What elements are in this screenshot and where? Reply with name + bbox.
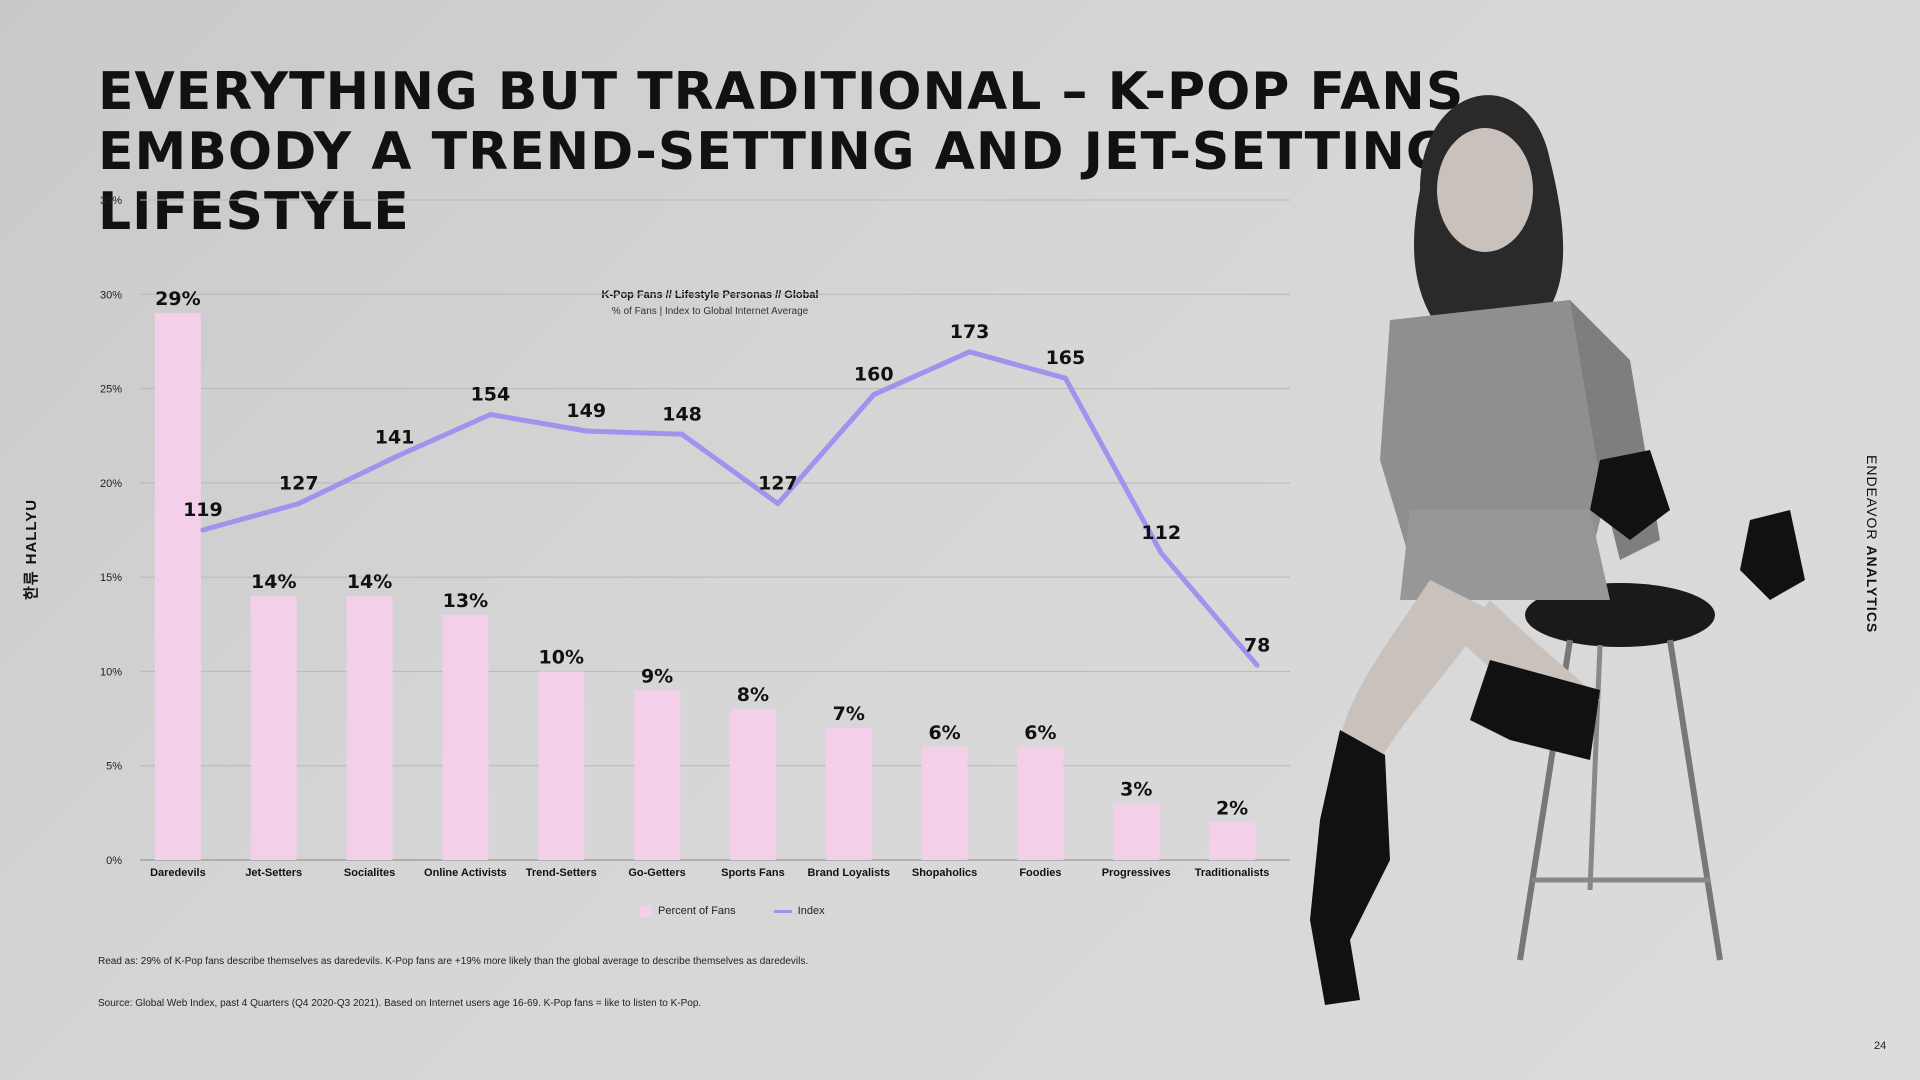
- index-point: [296, 501, 302, 507]
- y-left-tick-label: 20%: [100, 478, 122, 490]
- bar: [825, 728, 872, 860]
- bar: [1209, 822, 1256, 860]
- index-value-label: 78: [1244, 634, 1270, 656]
- chart-legend: Percent of Fans Index: [640, 905, 825, 917]
- x-tick-label: Go-Getters: [628, 867, 685, 879]
- bar-value-label: 6%: [928, 722, 960, 744]
- bar-value-label: 7%: [833, 703, 865, 725]
- index-value-label: 165: [1046, 347, 1086, 369]
- y-left-tick-label: 5%: [106, 761, 122, 773]
- y-left-tick-label: 25%: [100, 384, 122, 396]
- bar-value-label: 3%: [1120, 778, 1152, 800]
- combo-chart: 0%5%10%15%20%25%30%35%020406080100120140…: [100, 195, 1290, 879]
- y-left-tick-label: 10%: [100, 666, 122, 678]
- y-left-tick-label: 30%: [100, 289, 122, 301]
- legend-item-index: Index: [773, 905, 825, 917]
- index-point: [967, 349, 973, 355]
- bar: [154, 313, 201, 861]
- bar-value-label: 14%: [251, 571, 296, 593]
- index-point: [1158, 550, 1164, 556]
- x-tick-label: Progressives: [1102, 867, 1171, 879]
- index-value-label: 112: [1141, 522, 1181, 544]
- index-value-label: 160: [854, 364, 894, 386]
- page-number: 24: [1874, 1040, 1887, 1052]
- bar-value-label: 13%: [443, 590, 488, 612]
- index-value-label: 141: [375, 426, 415, 448]
- index-point: [871, 392, 877, 398]
- bar: [538, 671, 585, 860]
- y-left-tick-label: 35%: [100, 195, 122, 207]
- x-tick-label: Foodies: [1019, 867, 1061, 879]
- x-tick-label: Daredevils: [150, 867, 206, 879]
- index-point: [487, 412, 493, 417]
- x-tick-label: Traditionalists: [1195, 867, 1270, 879]
- index-value-label: 127: [279, 473, 319, 495]
- x-tick-label: Sports Fans: [721, 867, 785, 879]
- legend-label-index: Index: [797, 905, 825, 917]
- index-point: [392, 454, 398, 460]
- y-left-tick-label: 0%: [106, 855, 122, 867]
- bar-value-label: 2%: [1216, 797, 1248, 819]
- bar-value-label: 8%: [737, 684, 769, 706]
- index-point: [1062, 375, 1068, 381]
- model-photo: [1310, 95, 1805, 1005]
- chart-subtitle: % of Fans | Index to Global Internet Ave…: [611, 306, 809, 317]
- bar-value-label: 10%: [539, 646, 584, 668]
- chart-title: K-Pop Fans // Lifestyle Personas // Glob…: [601, 289, 819, 301]
- bar: [634, 690, 681, 860]
- page-title: Everything but traditional – K-Pop fans …: [98, 62, 1465, 242]
- x-tick-label: Trend-Setters: [526, 867, 597, 879]
- index-line: [202, 349, 1259, 667]
- index-value-label: 154: [471, 384, 511, 406]
- bar-value-label: 9%: [641, 665, 673, 687]
- x-tick-label: Socialites: [344, 867, 395, 879]
- index-point: [200, 527, 206, 533]
- bar: [921, 746, 968, 860]
- index-value-label: 119: [183, 499, 223, 521]
- bar-value-label: 6%: [1024, 722, 1056, 744]
- legend-swatch-bar: [640, 905, 652, 917]
- read-as-note: Read as: 29% of K-Pop fans describe them…: [98, 956, 809, 967]
- bar: [1017, 746, 1064, 860]
- y-left-tick-label: 15%: [100, 572, 122, 584]
- index-value-label: 173: [950, 321, 990, 343]
- bar: [442, 614, 489, 860]
- index-value-label: 148: [662, 403, 702, 425]
- legend-label-percent: Percent of Fans: [658, 905, 736, 917]
- bar: [1113, 803, 1160, 860]
- bar: [729, 709, 776, 860]
- bar-value-label: 14%: [347, 571, 392, 593]
- x-tick-label: Brand Loyalists: [807, 867, 890, 879]
- bar: [346, 596, 393, 860]
- x-tick-label: Shopaholics: [912, 867, 977, 879]
- index-value-label: 149: [566, 400, 606, 422]
- legend-item-percent: Percent of Fans: [640, 905, 736, 917]
- bar: [250, 596, 297, 860]
- x-tick-label: Jet-Setters: [245, 867, 302, 879]
- index-point: [1254, 662, 1260, 668]
- legend-swatch-line: [773, 909, 792, 913]
- x-tick-label: Online Activists: [424, 867, 507, 879]
- source-note: Source: Global Web Index, past 4 Quarter…: [98, 998, 702, 1009]
- index-value-label: 127: [758, 473, 798, 495]
- index-point: [583, 428, 589, 434]
- index-point: [775, 501, 781, 507]
- bar-value-label: 29%: [155, 288, 200, 310]
- index-point: [679, 431, 685, 437]
